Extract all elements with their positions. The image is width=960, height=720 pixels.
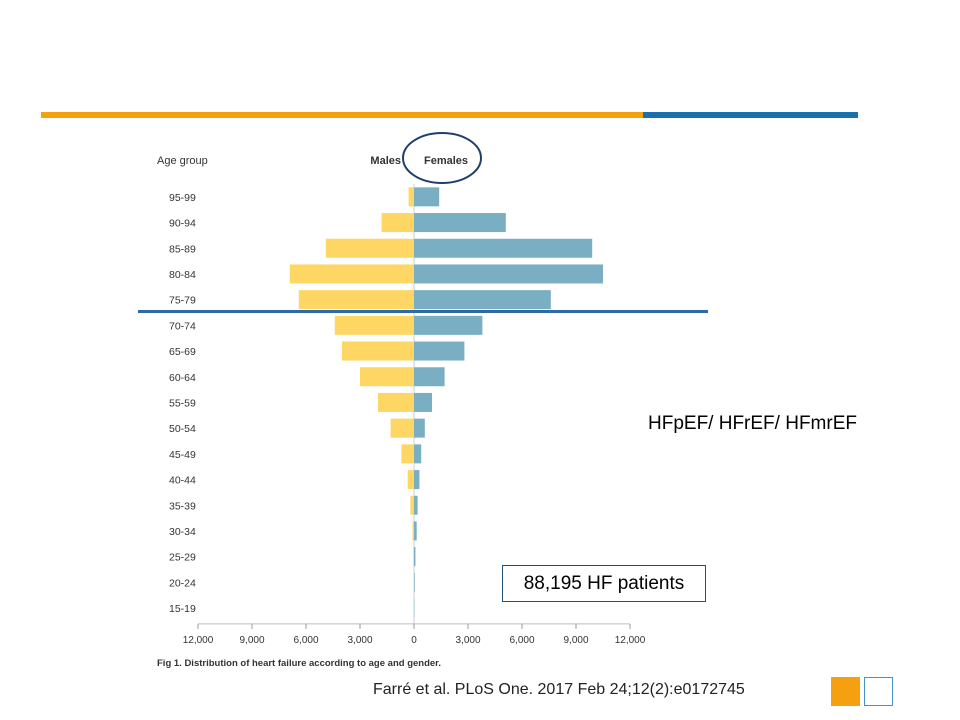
- bar-females-80-84: [414, 264, 603, 284]
- x-tick-label: 0: [411, 635, 417, 646]
- age-group-label: 25-29: [169, 552, 196, 564]
- bar-males-25-29: [413, 547, 414, 567]
- bar-females-75-79: [414, 290, 551, 310]
- x-tick-label: 9,000: [563, 635, 588, 646]
- legend-males: Males: [370, 155, 401, 167]
- x-tick-label: 9,000: [239, 635, 264, 646]
- age-group-label: 20-24: [169, 577, 196, 589]
- age-group-label: 90-94: [169, 218, 196, 230]
- bar-males-45-49: [401, 444, 414, 464]
- age-group-label: 35-39: [169, 500, 196, 512]
- bar-females-35-39: [414, 495, 418, 515]
- figure-caption: Fig 1. Distribution of heart failure acc…: [157, 658, 441, 669]
- age-group-label: 80-84: [169, 269, 196, 281]
- x-tick-label: 12,000: [183, 635, 214, 646]
- bar-males-60-64: [360, 367, 414, 387]
- bar-females-45-49: [414, 444, 422, 464]
- bar-females-20-24: [414, 572, 415, 592]
- bar-males-85-89: [325, 238, 414, 258]
- age-group-label: 55-59: [169, 397, 196, 409]
- bar-females-70-74: [414, 315, 483, 335]
- age-group-label: 50-54: [169, 423, 196, 435]
- patients-count-box: 88,195 HF patients: [502, 565, 706, 602]
- hf-types-label: HFpEF/ HFrEF/ HFmrEF: [648, 413, 857, 434]
- x-tick-label: 6,000: [293, 635, 318, 646]
- legend-females: Females: [424, 155, 468, 167]
- accent-bar-blue: [643, 112, 858, 118]
- age-group-label: 45-49: [169, 449, 196, 461]
- bar-females-55-59: [414, 392, 432, 412]
- bar-females-85-89: [414, 238, 593, 258]
- age-group-label: 15-19: [169, 603, 196, 615]
- bar-males-90-94: [381, 213, 414, 233]
- bar-females-25-29: [414, 547, 416, 567]
- age-group-label: 95-99: [169, 192, 196, 204]
- age-group-label: 40-44: [169, 475, 196, 487]
- bar-males-70-74: [334, 315, 414, 335]
- bar-males-80-84: [289, 264, 414, 284]
- bar-males-55-59: [378, 392, 414, 412]
- accent-bar-orange: [41, 112, 643, 118]
- bar-females-60-64: [414, 367, 445, 387]
- citation-text: Farré et al. PLoS One. 2017 Feb 24;12(2)…: [373, 681, 745, 698]
- age-group-label: 75-79: [169, 295, 196, 307]
- bar-males-35-39: [410, 495, 414, 515]
- bar-females-90-94: [414, 213, 506, 233]
- bar-females-95-99: [414, 187, 440, 207]
- bar-males-95-99: [408, 187, 414, 207]
- females-highlight-circle: [402, 132, 482, 184]
- age-group-label: 30-34: [169, 526, 196, 538]
- x-tick-label: 3,000: [455, 635, 480, 646]
- bar-females-40-44: [414, 470, 420, 490]
- bar-males-50-54: [390, 418, 414, 438]
- bar-males-75-79: [298, 290, 414, 310]
- bar-females-65-69: [414, 341, 465, 361]
- bar-males-40-44: [407, 470, 414, 490]
- orange-square: [831, 677, 860, 706]
- bar-females-50-54: [414, 418, 425, 438]
- x-tick-label: 3,000: [347, 635, 372, 646]
- x-tick-label: 12,000: [615, 635, 646, 646]
- age-group-label: 60-64: [169, 372, 196, 384]
- bar-males-65-69: [342, 341, 414, 361]
- bar-females-30-34: [414, 521, 417, 541]
- x-tick-label: 6,000: [509, 635, 534, 646]
- age-group-label: 65-69: [169, 346, 196, 358]
- bar-males-30-34: [412, 521, 414, 541]
- y-axis-label: Age group: [157, 155, 208, 167]
- age-group-label: 85-89: [169, 243, 196, 255]
- outline-square: [864, 677, 893, 706]
- age-group-label: 70-74: [169, 320, 196, 332]
